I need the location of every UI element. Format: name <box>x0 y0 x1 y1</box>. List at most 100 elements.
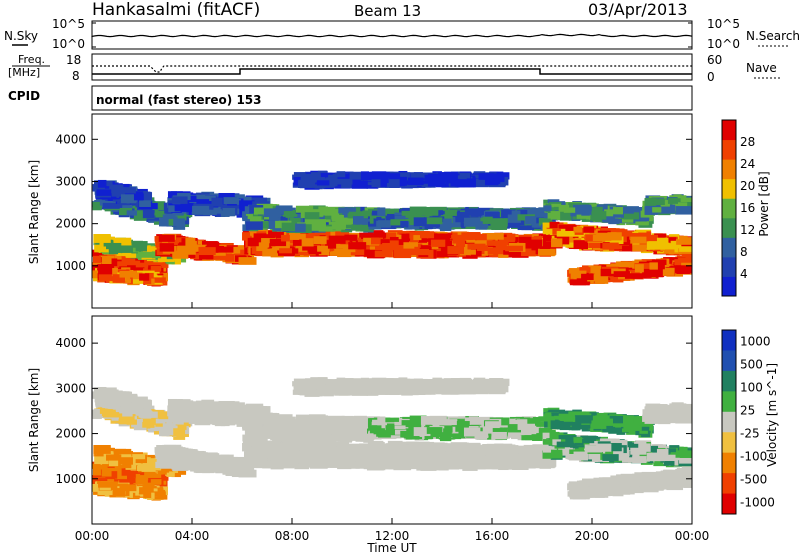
power-echo-cell <box>158 234 175 242</box>
velocity-echo-cell <box>192 451 203 461</box>
nave-line <box>92 65 692 73</box>
power-echo-cell <box>624 273 643 279</box>
power-echo-cell <box>213 205 224 214</box>
power-echo-cell <box>344 234 358 241</box>
power-echo-cell <box>474 240 492 246</box>
power-echo-cell <box>503 249 517 255</box>
power-echo-cell <box>268 230 277 237</box>
power-echo-cell <box>456 211 470 217</box>
power-echo-cell <box>171 245 183 253</box>
power-echo-cell <box>444 209 458 216</box>
power-echo-cell <box>123 194 138 202</box>
power-echo-cell <box>537 248 556 256</box>
power-echo-cell <box>351 224 365 231</box>
power-echo-cell <box>400 220 409 228</box>
power-echo-cell <box>168 239 178 245</box>
power-echo-cell <box>334 248 351 255</box>
velocity-echo-cell <box>198 466 214 472</box>
power-echo-cell <box>604 212 621 219</box>
power-echo-cell <box>371 179 381 188</box>
power-echo-cell <box>476 233 494 243</box>
power-echo-cell <box>552 228 561 235</box>
power-echo-cell <box>258 234 272 240</box>
power-echo-cell <box>660 199 670 207</box>
power-echo-cell <box>357 172 374 181</box>
power-echo-cell <box>167 191 178 199</box>
velocity-echo-cell <box>171 457 183 465</box>
velocity-echo-cell <box>168 450 178 457</box>
power-echo-cell <box>599 228 616 234</box>
power-echo-cell <box>545 232 560 242</box>
freq-unit-label: [MHz] <box>8 66 40 79</box>
power-echo-cell <box>134 207 151 216</box>
power-echo-cell <box>275 245 290 251</box>
power-colorbar-swatch <box>722 217 736 238</box>
power-echo-cell <box>426 217 443 225</box>
power-echo-cell <box>588 265 602 274</box>
power-echo-cell <box>613 271 630 277</box>
power-echo-cell <box>675 206 692 215</box>
power-echo-cell <box>223 197 239 205</box>
power-echo-cell <box>663 201 681 208</box>
velocity-echo-cell <box>132 486 143 493</box>
power-echo-cell <box>409 206 427 216</box>
power-echo-cell <box>349 171 361 180</box>
power-echo-cell <box>158 202 173 211</box>
power-echo-cell <box>125 250 138 258</box>
velocity-echo-cell <box>185 449 196 458</box>
power-echo-cell <box>348 211 364 219</box>
power-echo-cell <box>403 242 415 249</box>
power-echo-cell <box>331 223 345 230</box>
power-echo-cell <box>420 206 439 216</box>
power-echo-cell <box>360 222 374 232</box>
power-echo-cell <box>574 206 592 215</box>
power-echo-cell <box>121 255 135 264</box>
power-echo-cell <box>466 232 481 240</box>
power-echo-cell <box>275 205 293 211</box>
power-echo-cell <box>495 242 507 251</box>
power-echo-cell <box>446 221 461 228</box>
power-echo-cell <box>574 233 585 241</box>
power-echo-cell <box>543 205 552 212</box>
power-echo-cell <box>455 216 469 223</box>
power-echo-cell <box>139 273 150 281</box>
power-echo-cell <box>157 253 167 263</box>
power-echo-cell <box>482 216 493 224</box>
velocity-echo-cell <box>113 448 132 457</box>
power-echo-cell <box>342 212 352 218</box>
cpid-box <box>91 85 693 111</box>
power-echo-cell <box>356 211 369 219</box>
power-echo-cell <box>316 180 330 186</box>
power-echo-cell <box>459 179 476 188</box>
power-echo-cell <box>463 217 481 227</box>
noise-right-label: N.Search <box>746 29 800 43</box>
velocity-echo-cell <box>137 463 156 470</box>
power-echo-cell <box>294 233 306 240</box>
power-echo-cell <box>190 253 201 260</box>
power-echo-cell <box>289 217 301 226</box>
power-echo-cell <box>447 246 465 255</box>
power-echo-cell <box>142 246 159 256</box>
power-echo-cell <box>512 237 525 243</box>
power-echo-cell <box>430 239 446 247</box>
power-echo-cell <box>538 217 553 226</box>
velocity-echo-cell <box>214 464 232 472</box>
power-echo-cell <box>551 203 561 210</box>
power-echo-cell <box>596 232 612 241</box>
power-echo-cell <box>132 272 143 280</box>
power-echo-cell <box>352 216 364 225</box>
y-tick-label: 4000 <box>55 132 86 146</box>
power-echo-cell <box>674 259 692 266</box>
power-echo-cell <box>270 231 284 239</box>
velocity-echo-cell <box>205 466 222 473</box>
power-echo-cell <box>408 246 420 254</box>
power-colorbar-tick: 16 <box>740 201 755 215</box>
power-echo-cell <box>676 239 692 245</box>
velocity-echo-cell <box>158 445 175 453</box>
power-echo-cell <box>679 265 692 273</box>
power-echo-cell <box>478 176 491 184</box>
power-echo-cell <box>569 279 587 286</box>
power-echo-cell <box>651 259 667 265</box>
power-echo-cell <box>634 264 644 273</box>
